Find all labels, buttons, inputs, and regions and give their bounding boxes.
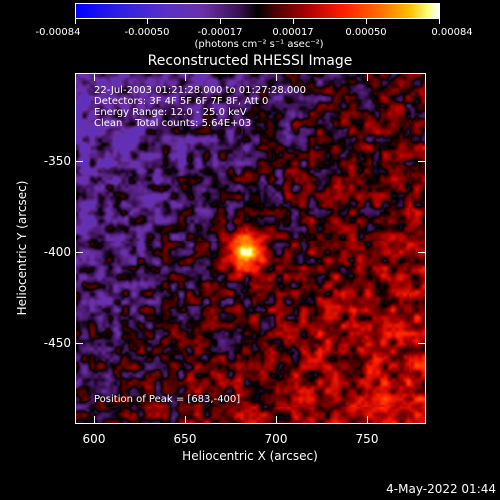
colorbar-units: (photons cm⁻² s⁻¹ asec⁻²) — [194, 39, 324, 50]
x-tick — [367, 416, 368, 424]
y-tick-label: -450 — [43, 336, 71, 350]
y-tick-right — [418, 252, 426, 253]
colorbar-tick — [366, 19, 367, 24]
x-tick-label: 600 — [82, 432, 106, 446]
x-axis-label: Heliocentric X (arcsec) — [182, 449, 318, 463]
colorbar-tick — [293, 19, 294, 24]
colorbar-tick-label: -0.00017 — [197, 27, 243, 38]
y-tick — [75, 252, 83, 253]
x-tick-top — [185, 73, 186, 81]
x-tick — [94, 416, 95, 424]
y-tick-label: -400 — [43, 245, 71, 259]
annotation-energy-range: Energy Range: 12.0 - 25.0 keV — [94, 107, 247, 118]
date-stamp: 4-May-2022 01:44 — [386, 482, 496, 496]
x-tick-label: 650 — [173, 432, 197, 446]
x-tick-label: 750 — [355, 432, 379, 446]
y-tick-right — [418, 343, 426, 344]
plot-title: Reconstructed RHESSI Image — [147, 53, 353, 69]
colorbar-tick-label: -0.00084 — [35, 27, 81, 38]
x-tick-top — [94, 73, 95, 81]
y-tick-label: -350 — [43, 154, 71, 168]
annotation-time-range: 22-Jul-2003 01:21:28.000 to 01:27:28.000 — [94, 85, 306, 96]
annotation-clean-counts: Clean Total counts: 5.64E+03 — [94, 118, 252, 129]
colorbar-tick — [75, 19, 76, 24]
colorbar-tick-label: -0.00050 — [124, 27, 170, 38]
y-axis-label: Heliocentric Y (arcsec) — [15, 180, 29, 316]
x-tick-top — [276, 73, 277, 81]
y-tick-right — [418, 161, 426, 162]
colorbar-tick — [220, 19, 221, 24]
x-tick-label: 700 — [264, 432, 288, 446]
colorbar-tick-label: 0.00084 — [431, 27, 473, 38]
annotation-peak-position: Position of Peak = [683,-400] — [94, 394, 241, 405]
heatmap-image — [76, 74, 425, 423]
annotation-detectors: Detectors: 3F 4F 5F 6F 7F 8F, Att 0 — [94, 96, 269, 107]
plot-area: 22-Jul-2003 01:21:28.000 to 01:27:28.000… — [75, 73, 426, 424]
x-tick — [276, 416, 277, 424]
colorbar-tick-label: 0.00017 — [272, 27, 314, 38]
x-tick-top — [367, 73, 368, 81]
y-tick — [75, 161, 83, 162]
x-tick — [185, 416, 186, 424]
colorbar — [75, 3, 440, 19]
y-tick — [75, 343, 83, 344]
colorbar-tick — [439, 19, 440, 24]
colorbar-tick-label: 0.00050 — [345, 27, 387, 38]
colorbar-tick — [147, 19, 148, 24]
